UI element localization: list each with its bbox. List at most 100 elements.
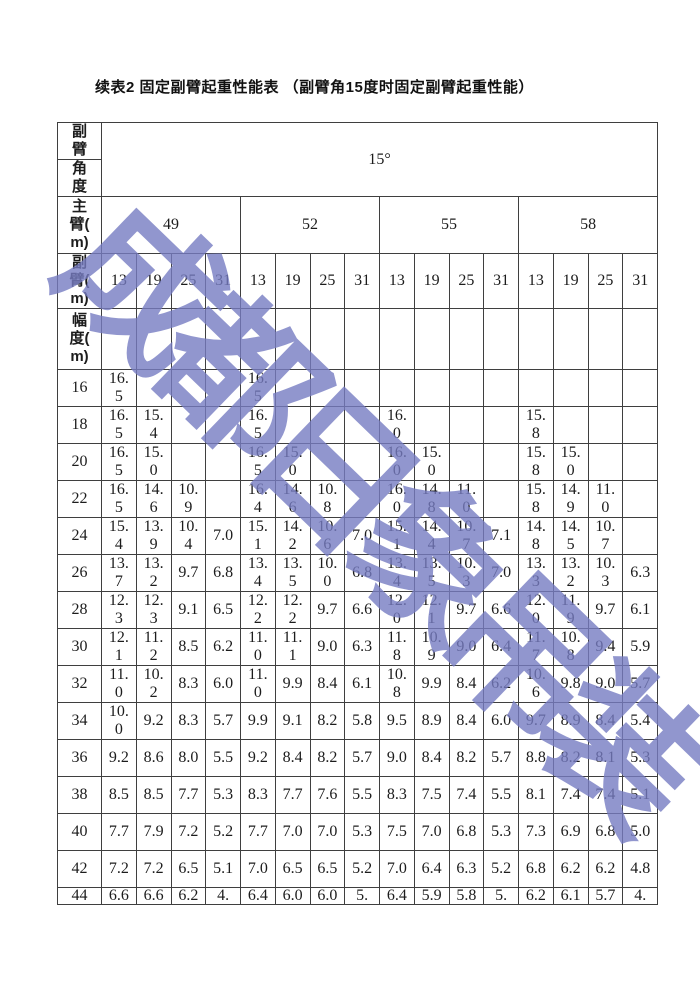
load-value-cell: 6.0 <box>205 665 241 703</box>
load-value-cell <box>622 480 659 518</box>
load-value-cell: 8.2 <box>309 702 346 740</box>
load-value-cell: 10.3 <box>587 554 624 592</box>
load-value-cell: 5.7 <box>622 665 659 703</box>
radius-label: 22 <box>57 480 102 518</box>
load-value-cell: 11.0 <box>240 665 276 703</box>
table-row: 18 16.5 15.4 16.5 16.0 15.8 <box>57 406 659 444</box>
load-value-cell <box>205 480 241 518</box>
load-value-cell: 6.8 <box>587 813 624 851</box>
load-value-cell: 9.2 <box>240 739 276 777</box>
table-row: 32 11.0 10.2 8.3 6.0 11.0 9.9 8.4 6.1 10.8 9.9 8.4 6… <box>57 665 659 703</box>
load-value-cell: 15.1 <box>379 517 415 555</box>
load-value-cell: 15.0 <box>552 443 589 481</box>
load-value-cell: 6.3 <box>344 628 380 666</box>
load-value-cell <box>448 406 485 444</box>
load-value-cell: 15.8 <box>518 406 554 444</box>
load-value-cell <box>483 406 519 444</box>
load-value-cell <box>587 443 624 481</box>
load-value-cell <box>448 369 485 407</box>
load-value-cell: 11.8 <box>379 628 415 666</box>
jib-length-header: 13 <box>240 253 276 309</box>
jib-length-header: 25 <box>448 253 485 309</box>
load-value-cell: 7.4 <box>448 776 485 814</box>
load-value-cell: 16.5 <box>101 480 137 518</box>
table-row: 44 6.6 6.6 6.2 4. 6.4 6.0 6.0 5. 6.4 5.9 5.8 5. 6.2 6.… <box>57 887 659 905</box>
jib-angle-value: 15° <box>100 122 659 197</box>
load-value-cell: 6.1 <box>552 887 589 905</box>
load-value-cell <box>135 369 172 407</box>
load-value-cell: 7.2 <box>101 850 137 888</box>
load-value-cell: 5.3 <box>205 776 241 814</box>
empty-cell <box>483 308 519 370</box>
load-value-cell: 13.2 <box>552 554 589 592</box>
corner-label-jib-angle-bottom: 角 度 <box>57 159 102 197</box>
table-body: 16 16.5 16.5 18 16.5 15.4 16.5 16.0 15.8 20 16.5 15… <box>57 369 659 905</box>
load-value-cell: 7.0 <box>274 813 311 851</box>
load-value-cell: 9.0 <box>309 628 346 666</box>
load-value-cell: 16.4 <box>240 480 276 518</box>
table-row: 42 7.2 7.2 6.5 5.1 7.0 6.5 6.5 5.2 7.0 6.4 6.3 5.2 6.… <box>57 850 659 888</box>
table-row: 24 15.4 13.9 10.4 7.0 15.1 14.2 10.6 7.0 15.1 14.4… <box>57 517 659 555</box>
load-value-cell: 7.7 <box>101 813 137 851</box>
empty-cell <box>552 308 589 370</box>
load-value-cell: 6.2 <box>587 850 624 888</box>
empty-cell <box>379 308 415 370</box>
load-value-cell: 10.0 <box>101 702 137 740</box>
load-value-cell: 7.0 <box>309 813 346 851</box>
load-value-cell: 5.3 <box>344 813 380 851</box>
jib-length-header: 19 <box>552 253 589 309</box>
load-value-cell: 12.2 <box>240 591 276 629</box>
load-value-cell: 8.2 <box>309 739 346 777</box>
load-value-cell: 6.4 <box>240 887 276 905</box>
load-value-cell: 16.5 <box>240 406 276 444</box>
load-value-cell: 7.9 <box>135 813 172 851</box>
load-value-cell: 9.0 <box>379 739 415 777</box>
jib-angle-row-bottom: 角 度 <box>57 159 658 197</box>
load-value-cell: 8.2 <box>552 739 589 777</box>
page-title: 续表2 固定副臂起重性能表 （副臂角15度时固定副臂起重性能） <box>95 79 534 96</box>
load-value-cell: 4. <box>622 887 659 905</box>
load-value-cell: 6.3 <box>622 554 659 592</box>
load-value-cell: 6.6 <box>101 887 137 905</box>
load-value-cell <box>170 443 207 481</box>
load-value-cell: 15.1 <box>240 517 276 555</box>
load-value-cell: 5.9 <box>413 887 450 905</box>
load-value-cell: 9.7 <box>170 554 207 592</box>
load-value-cell: 6.5 <box>309 850 346 888</box>
load-value-cell: 6.5 <box>170 850 207 888</box>
load-value-cell: 11.0 <box>587 480 624 518</box>
load-value-cell: 7.1 <box>483 517 519 555</box>
load-value-cell <box>274 406 311 444</box>
radius-label: 24 <box>57 517 102 555</box>
load-value-cell: 5. <box>344 887 380 905</box>
load-value-cell: 9.2 <box>101 739 137 777</box>
load-value-cell: 5.7 <box>205 702 241 740</box>
load-value-cell <box>413 369 450 407</box>
load-value-cell: 13.5 <box>413 554 450 592</box>
load-value-cell: 6.1 <box>344 665 380 703</box>
load-value-cell: 6.6 <box>135 887 172 905</box>
load-value-cell: 4. <box>205 887 241 905</box>
load-value-cell: 6.6 <box>483 591 519 629</box>
load-value-cell: 7.6 <box>309 776 346 814</box>
load-value-cell: 8.3 <box>240 776 276 814</box>
load-value-cell: 9.1 <box>274 702 311 740</box>
load-value-cell: 12.0 <box>518 591 554 629</box>
load-value-cell: 13.7 <box>101 554 137 592</box>
jib-length-header: 31 <box>622 253 659 309</box>
load-value-cell: 5.7 <box>483 739 519 777</box>
main-boom-row: 主 臂( m) 49 52 55 58 <box>57 196 659 254</box>
load-value-cell: 7.0 <box>413 813 450 851</box>
jib-length-header: 13 <box>379 253 415 309</box>
load-value-cell: 5.9 <box>622 628 659 666</box>
load-value-cell: 7.5 <box>379 813 415 851</box>
table-header-section: 副 臂 15° 角 度 主 臂( m) 49 52 55 58 副 臂( m) … <box>57 122 659 370</box>
jib-length-header: 25 <box>587 253 624 309</box>
load-value-cell: 5.3 <box>622 739 659 777</box>
load-value-cell <box>170 369 207 407</box>
load-value-cell: 12.3 <box>135 591 172 629</box>
load-value-cell: 10.6 <box>518 665 554 703</box>
load-value-cell <box>205 369 241 407</box>
load-value-cell: 5.2 <box>205 813 241 851</box>
load-value-cell <box>483 443 519 481</box>
